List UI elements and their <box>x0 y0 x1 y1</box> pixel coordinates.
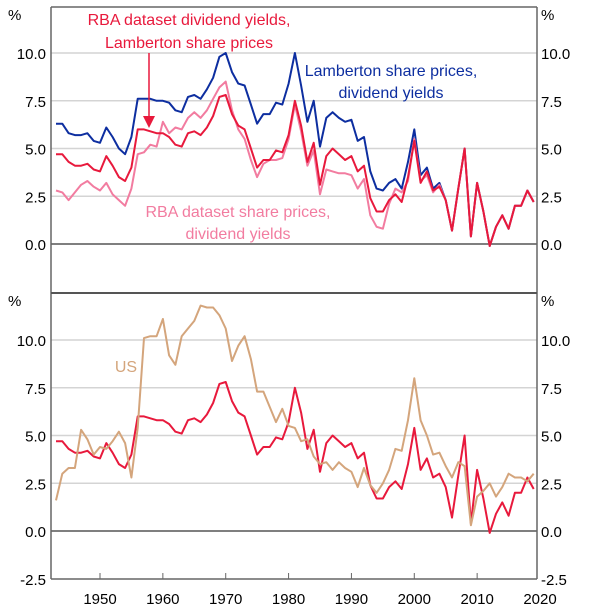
bottom-right-unit-label: % <box>541 293 554 310</box>
xtick-label: 1970 <box>209 591 242 608</box>
bottom-ytick-left: 7.5 <box>25 381 46 398</box>
chart-frame <box>50 6 538 580</box>
top-ytick-left: 0.0 <box>25 237 46 254</box>
annotation-rba-share-prices-line1: RBA dataset share prices, <box>146 204 331 221</box>
bottom-ytick-left: 5.0 <box>25 429 46 446</box>
xtick-label: 1980 <box>272 591 305 608</box>
top-panel-series <box>55 52 535 247</box>
annotation-lamberton-line2: dividend yields <box>339 85 444 102</box>
annotation-rba-lamberton-line1: RBA dataset dividend yields, <box>88 12 291 29</box>
axis-ticks: 0.0 0.0 2.5 2.5 5.0 5.0 7.5 7.5 10.0 10.0 -2.5 -2.5… <box>17 46 570 608</box>
bottom-left-unit-label: % <box>8 293 21 310</box>
xtick-label: 1950 <box>83 591 116 608</box>
bottom-ytick-left: 0.0 <box>25 524 46 541</box>
top-ytick-right: 10.0 <box>541 46 570 63</box>
bottom-series-0-line <box>56 381 535 534</box>
top-ytick-right: 0.0 <box>541 237 562 254</box>
xtick-label: 2020 <box>523 591 556 608</box>
top-ytick-left: 10.0 <box>17 46 46 63</box>
bottom-ytick-right: 10.0 <box>541 333 570 350</box>
bottom-ytick-right: 7.5 <box>541 381 562 398</box>
top-ytick-right: 7.5 <box>541 94 562 111</box>
bottom-ytick-right: 5.0 <box>541 429 562 446</box>
bottom-series-1-line <box>55 304 535 527</box>
annotation-rba-share-prices-line2: dividend yields <box>186 226 291 243</box>
bottom-ytick-left: 10.0 <box>17 333 46 350</box>
top-ytick-left: 2.5 <box>25 189 46 206</box>
bottom-panel-series <box>55 304 535 534</box>
top-left-unit-label: % <box>8 7 21 24</box>
bottom-ytick-right: 2.5 <box>541 476 562 493</box>
top-right-unit-label: % <box>541 7 554 24</box>
top-ytick-right: 2.5 <box>541 189 562 206</box>
bottom-ytick-right: -2.5 <box>541 572 567 589</box>
xtick-label: 1990 <box>335 591 368 608</box>
xtick-label: 1960 <box>146 591 179 608</box>
annotation-lamberton-line1: Lamberton share prices, <box>305 63 478 80</box>
bottom-ytick-right: 0.0 <box>541 524 562 541</box>
xtick-label: 2000 <box>398 591 431 608</box>
top-ytick-left: 5.0 <box>25 142 46 159</box>
annotation-rba-lamberton-line2: Lamberton share prices <box>105 35 273 52</box>
top-ytick-left: 7.5 <box>25 94 46 111</box>
bottom-ytick-left: 2.5 <box>25 476 46 493</box>
top-ytick-right: 5.0 <box>541 142 562 159</box>
bottom-ytick-left: -2.5 <box>20 572 46 589</box>
annotation-us: US <box>115 359 137 376</box>
xtick-label: 2010 <box>460 591 493 608</box>
top-series-0-line <box>56 94 535 247</box>
annotation-arrowhead-icon <box>143 116 155 128</box>
